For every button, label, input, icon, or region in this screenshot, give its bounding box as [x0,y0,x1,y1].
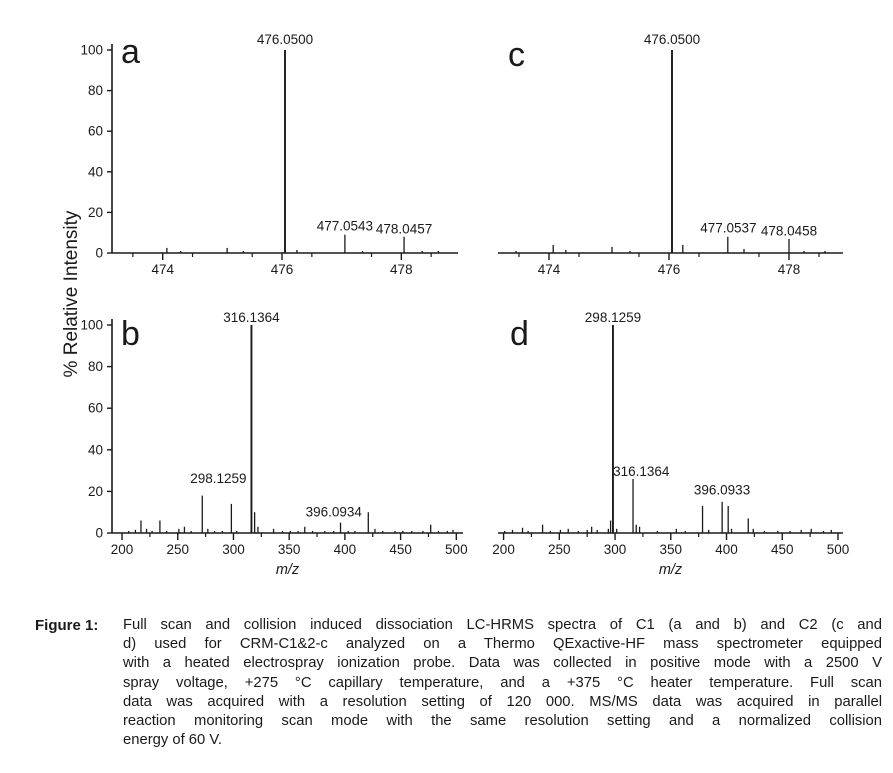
x-axis-tick-label: 500 [445,542,468,557]
y-axis-tick-label: 40 [88,164,103,179]
caption-line: d) used for CRM-C1&2-c analyzed on a The… [123,636,882,653]
caption-line: Full scan and collision induced dissocia… [123,617,882,633]
peak-label: 396.0934 [306,504,363,519]
y-axis-tick-label: 20 [88,484,103,499]
x-axis-tick-label: 476 [271,262,294,277]
peak-label: 316.1364 [613,464,670,479]
x-axis-tick-label: 478 [778,262,801,277]
x-axis-tick-label: 400 [715,542,738,557]
caption-line: with a heated electrospray ionization pr… [123,655,882,672]
x-axis-tick-label: 300 [604,542,627,557]
caption-line: energy of 60 V. [123,732,222,749]
y-axis-tick-label: 0 [95,246,103,261]
y-axis-tick-label: 80 [88,359,103,374]
x-axis-tick-label: 400 [334,542,357,557]
peak-label: 478.0458 [761,224,817,239]
spectrum-panel-c: 474 476 478 476.0500 477.0537 478.0458 c [498,32,843,277]
y-axis-tick-label: 80 [88,83,103,98]
caption-line: reaction monitoring scan mode with the s… [123,713,882,730]
y-axis-tick-label: 100 [80,318,103,333]
x-axis-tick-label: 478 [390,262,413,277]
spectrum-panel-b: 200 250 300 350 400 450 500 0 20 40 60 80 100 316.136… [80,310,467,578]
x-axis-tick-label: 350 [278,542,301,557]
caption-line: spray voltage, +275 °C capillary tempera… [123,674,882,691]
x-axis-tick-label: 450 [389,542,412,557]
y-axis-tick-label: 60 [88,124,103,139]
figure-caption-label: Figure 1: [35,617,99,634]
peak-label: 298.1259 [585,310,641,325]
x-axis-tick-label: 474 [151,262,174,277]
x-axis-tick-label: 200 [111,542,134,557]
peak-label: 316.1364 [223,310,280,325]
y-axis-tick-label: 100 [80,43,103,58]
peak-label: 476.0500 [257,32,313,47]
x-axis-tick-label: 476 [658,262,681,277]
x-axis-tick-label: 300 [222,542,245,557]
y-axis-tick-label: 40 [88,442,103,457]
panel-letter-c: c [508,36,525,74]
peak-label: 476.0500 [644,32,700,47]
x-axis-tick-label: 500 [827,542,850,557]
y-axis-tick-label: 0 [95,526,103,541]
spectrum-panel-d: 200 250 300 350 400 450 500 298.1259 316.1364 396… [492,310,849,578]
x-axis-tick-label: 474 [538,262,561,277]
peak-label: 396.0933 [694,483,750,498]
x-axis-tick-label: 450 [771,542,794,557]
x-axis-title: m/z [276,562,300,578]
panel-letter-b: b [121,315,140,353]
panel-letter-a: a [121,33,140,71]
x-axis-tick-label: 250 [548,542,571,557]
peak-label: 298.1259 [190,471,246,486]
y-axis-tick-label: 20 [88,205,103,220]
figure-caption-body: Full scan and collision induced dissocia… [123,616,882,750]
x-axis-tick-label: 200 [492,542,515,557]
peak-label: 478.0457 [376,222,432,237]
y-axis-title: % Relative Intensity [61,210,82,378]
y-axis-tick-label: 60 [88,401,103,416]
x-axis-tick-label: 250 [166,542,189,557]
peak-label: 477.0537 [700,221,756,236]
x-axis-title: m/z [659,562,683,578]
spectrum-panel-a: 474 476 478 0 20 40 60 80 100 476.0500 477.0543 478… [80,32,458,277]
x-axis-tick-label: 350 [660,542,683,557]
caption-line: data was acquired with a resolution sett… [123,693,882,710]
panel-letter-d: d [510,315,529,353]
peak-label: 477.0543 [317,219,373,234]
